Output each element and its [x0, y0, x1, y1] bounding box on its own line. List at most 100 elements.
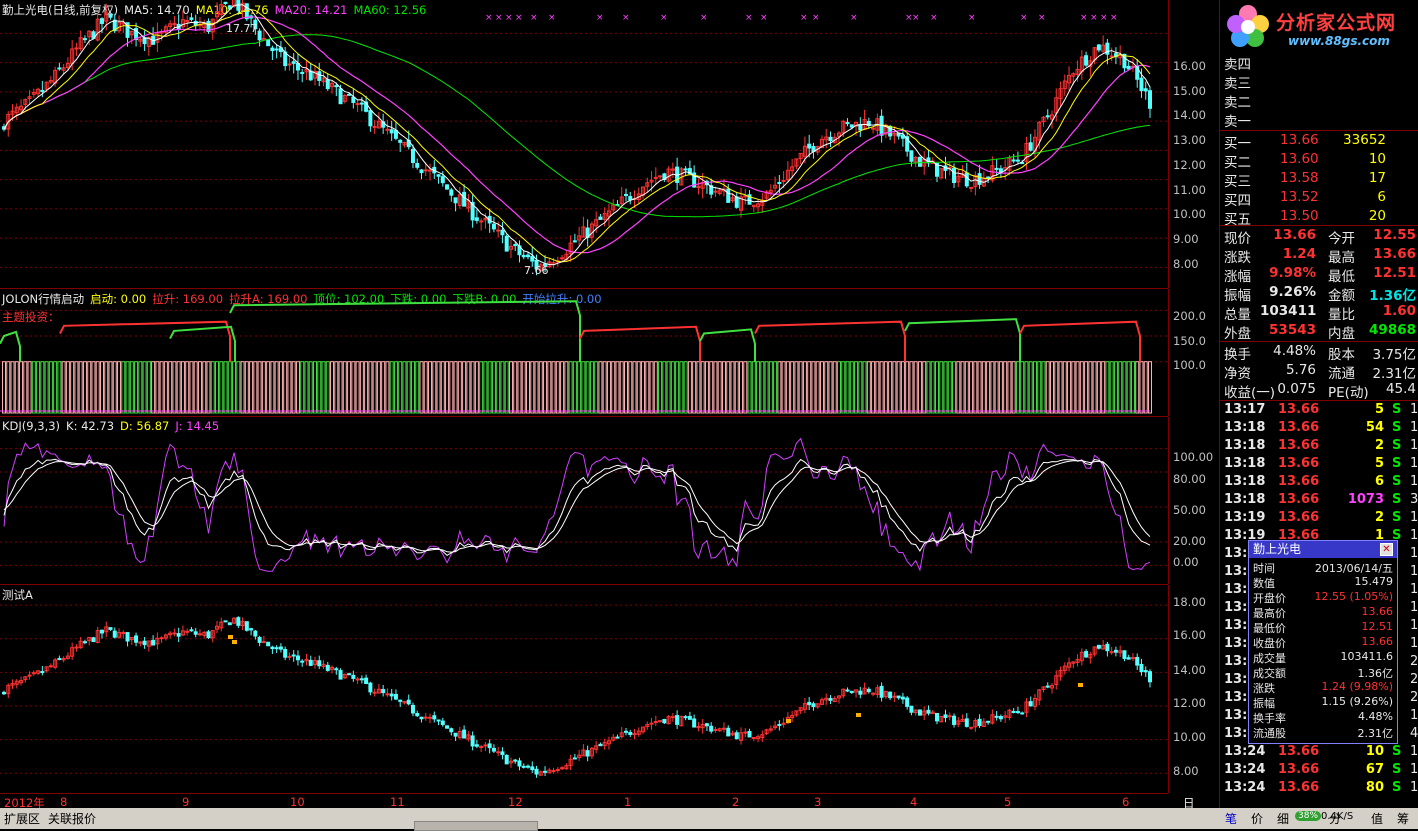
- candle-body: [457, 194, 462, 206]
- jolon-bar: [1028, 361, 1033, 414]
- jolon-chart[interactable]: [0, 289, 1168, 416]
- test-candle-body: [538, 771, 543, 776]
- tick-row[interactable]: 13:18 13.66 1073 S 3: [1220, 491, 1418, 509]
- test-candle-body: [295, 655, 300, 661]
- tab-price[interactable]: 价: [1251, 812, 1264, 826]
- tick-row[interactable]: 13:24 13.66 67 S 1: [1220, 761, 1418, 779]
- tick: 100.0: [1173, 358, 1206, 372]
- test-candle-body: [662, 718, 667, 724]
- test-axis: 18.00 16.00 14.00 12.00 10.00 8.00: [1168, 585, 1219, 793]
- test-panel[interactable]: 测试A: [0, 585, 1168, 792]
- test-candle-body: [321, 663, 326, 668]
- tooltip-value: 2.31亿: [1357, 727, 1394, 740]
- tooltip-value: 1.24 (9.98%): [1321, 680, 1393, 693]
- jolon-bar: [19, 361, 24, 414]
- test-candle-body: [1020, 712, 1025, 715]
- signal-mark: ×: [1100, 13, 1108, 23]
- candle-body: [1067, 74, 1072, 84]
- candle-body: [1126, 65, 1131, 70]
- candlestick-chart[interactable]: × × × × × × × × × × × × × × × × × × × × × × × × ×: [0, 0, 1168, 288]
- jolon-bar: [453, 361, 458, 414]
- candle-body: [1071, 73, 1076, 77]
- tab-extension[interactable]: 扩展区: [4, 812, 41, 826]
- candle-body: [398, 139, 403, 143]
- candle-body: [939, 168, 944, 179]
- order-row: 卖一: [1220, 109, 1418, 130]
- candle-body: [1105, 42, 1110, 55]
- tick-row[interactable]: 13:17 13.66 5 S 1: [1220, 401, 1418, 419]
- tab-trades[interactable]: 笔: [1225, 812, 1238, 826]
- candle-body: [372, 125, 377, 128]
- candle-body: [317, 71, 322, 81]
- candle-body: [31, 91, 36, 95]
- jolon-bar: [125, 361, 130, 414]
- candle-body: [232, 0, 237, 7]
- test-candle-body: [270, 646, 275, 650]
- jolon-bar: [1067, 361, 1072, 414]
- tick-side: S: [1392, 474, 1402, 489]
- close-icon[interactable]: ✕: [1380, 543, 1393, 556]
- tick-side: S: [1392, 528, 1402, 543]
- test-chart[interactable]: [0, 585, 1168, 792]
- signal-mark: ×: [968, 13, 976, 23]
- kdj-k: K: 42.73: [66, 419, 115, 433]
- tick-row[interactable]: 13:24 13.66 10 S 1: [1220, 743, 1418, 761]
- tick-row[interactable]: 13:18 13.66 2 S 1: [1220, 437, 1418, 455]
- candle-body: [82, 38, 87, 41]
- candle-body: [1058, 88, 1063, 100]
- test-candle-body: [232, 617, 237, 624]
- candle-body: [27, 96, 32, 100]
- order-row: 买三 13.58 17: [1220, 169, 1418, 190]
- stat-row: 外盘 53543 内盘 49868: [1220, 321, 1418, 342]
- tick-row[interactable]: 13:18 13.66 5 S 1: [1220, 455, 1418, 473]
- candle-body: [270, 47, 275, 52]
- jolon-bar: [291, 361, 296, 414]
- stat-label: 涨跌: [1224, 250, 1251, 266]
- jolon-bar: [913, 361, 918, 414]
- tab-minute[interactable]: 分: [1329, 812, 1342, 826]
- tab-chips[interactable]: 筹: [1397, 812, 1410, 826]
- tick-count: 2: [1410, 690, 1418, 705]
- tab-value[interactable]: 值: [1371, 812, 1384, 826]
- tooltip-value: 12.55 (1.05%): [1314, 590, 1393, 603]
- data-tooltip[interactable]: 勤上光电 ✕ 时间 2013/06/14/五 数值 15.479 开盘价 12.55 (1…: [1248, 540, 1398, 744]
- quote-panel: 分析家公式网 www.88gs.com 卖四 卖三 卖二 卖一 买一 13.66 3365…: [1219, 0, 1418, 808]
- tick-row[interactable]: 13:18 13.66 6 S 1: [1220, 473, 1418, 491]
- jolon-bar: [95, 361, 100, 414]
- tick-row[interactable]: 13:24 13.66 80 S 1: [1220, 779, 1418, 797]
- jolon-bar: [572, 361, 577, 414]
- main-chart-panel[interactable]: 勤上光电(日线,前复权) MA5: 14.70 MA10: 14.76 MA20: 1…: [0, 0, 1168, 289]
- divider: [1220, 341, 1418, 342]
- tab-detail[interactable]: 细: [1277, 812, 1290, 826]
- tick-row[interactable]: 13:19 13.66 2 S 1: [1220, 509, 1418, 527]
- jolon-bar: [577, 361, 582, 414]
- jolon-bar: [308, 361, 313, 414]
- test-candle-body: [713, 728, 718, 731]
- jolon-bar: [351, 361, 356, 414]
- candle-body: [956, 175, 961, 183]
- scroll-bar[interactable]: [414, 821, 538, 831]
- candle-body: [934, 162, 939, 177]
- tab-related-quote[interactable]: 关联报价: [48, 812, 97, 826]
- jolon-bar: [815, 361, 820, 414]
- test-candle-body: [917, 709, 922, 716]
- jolon-pull-a: 拉升A: 169.00: [229, 292, 308, 306]
- jolon-panel[interactable]: JOLON行情启动 启动: 0.00 拉升: 169.00 拉升A: 169.00 顶位…: [0, 289, 1168, 417]
- test-candle-body: [1067, 662, 1072, 668]
- kdj-panel[interactable]: KDJ(9,3,3) K: 42.73 D: 56.87 J: 14.45: [0, 417, 1168, 585]
- jolon-bar: [594, 361, 599, 414]
- tick-row[interactable]: 13:19 13.66 1 S 1: [1220, 527, 1418, 545]
- test-marker: [1078, 683, 1083, 687]
- kdj-chart[interactable]: [0, 417, 1168, 584]
- candle-body: [521, 254, 526, 258]
- jolon-bar: [1071, 361, 1076, 414]
- candle-body: [802, 145, 807, 157]
- test-candle-body: [739, 732, 744, 741]
- test-candle-body: [585, 750, 590, 757]
- order-price: 13.66: [1280, 132, 1319, 148]
- tick-row[interactable]: 13:18 13.66 54 S 1: [1220, 419, 1418, 437]
- jolon-bar: [266, 361, 271, 414]
- tick-side: S: [1392, 438, 1402, 453]
- test-candle-body: [483, 744, 488, 747]
- stat-row: 收益(一) 0.075 PE(动) 45.4: [1220, 380, 1418, 401]
